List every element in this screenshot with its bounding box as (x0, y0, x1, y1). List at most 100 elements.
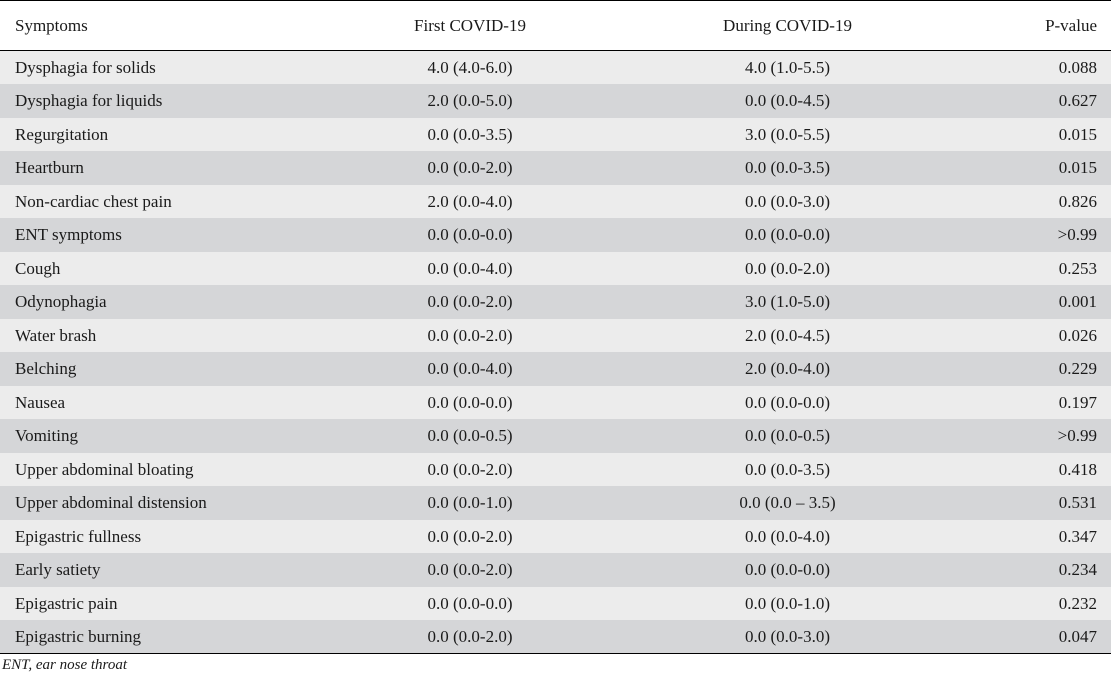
symptoms-table-container: Symptoms First COVID-19 During COVID-19 … (0, 0, 1111, 654)
table-row: Belching 0.0 (0.0-4.0) 2.0 (0.0-4.0) 0.229 (0, 352, 1111, 386)
cell-p-value: 0.015 (1058, 124, 1097, 144)
table-row: Epigastric pain 0.0 (0.0-0.0) 0.0 (0.0-1.0… (0, 586, 1111, 620)
cell-during-covid: 0.0 (0.0-2.0) (745, 258, 830, 278)
cell-symptom: Non-cardiac chest pain (15, 191, 172, 211)
cell-p-value: 0.015 (1058, 158, 1097, 178)
table-row: Dysphagia for liquids 2.0 (0.0-5.0) 0.0 (0… (0, 84, 1111, 118)
cell-p-value: 0.531 (1058, 493, 1097, 513)
cell-p-value: 0.088 (1058, 58, 1097, 77)
cell-during-covid: 0.0 (0.0-3.0) (745, 191, 830, 211)
cell-during-covid: 0.0 (0.0-3.5) (745, 158, 830, 178)
symptoms-table: Symptoms First COVID-19 During COVID-19 … (0, 0, 1111, 654)
header-first-covid: First COVID-19 (310, 0, 630, 51)
cell-during-covid: 0.0 (0.0-4.5) (745, 91, 830, 111)
cell-first-covid: 0.0 (0.0-0.0) (427, 225, 513, 245)
cell-p-value: 0.026 (1058, 325, 1097, 345)
table-row: Odynophagia 0.0 (0.0-2.0) 3.0 (1.0-5.0) 0.0… (0, 285, 1111, 319)
table-row: Regurgitation 0.0 (0.0-3.5) 3.0 (0.0-5.5) 0… (0, 117, 1111, 151)
cell-symptom: Upper abdominal bloating (15, 459, 194, 479)
cell-first-covid: 0.0 (0.0-1.0) (427, 493, 513, 513)
cell-during-covid: 0.0 (0.0-1.0) (745, 593, 830, 613)
cell-p-value: 0.826 (1058, 191, 1097, 211)
cell-during-covid: 0.0 (0.0 – 3.5) (739, 493, 836, 513)
table-row: Epigastric fullness 0.0 (0.0-2.0) 0.0 (0.0… (0, 519, 1111, 553)
cell-symptom: Nausea (15, 392, 66, 412)
cell-during-covid: 0.0 (0.0-3.0) (630, 620, 945, 654)
cell-symptom: Heartburn (15, 158, 84, 178)
header-symptoms: Symptoms (0, 0, 310, 51)
cell-first-covid: 0.0 (0.0-0.0) (427, 593, 513, 613)
table-row: Upper abdominal distension 0.0 (0.0-1.0) 0… (0, 486, 1111, 520)
cell-first-covid: 0.0 (0.0-4.0) (427, 359, 513, 379)
cell-p-value: 0.627 (1058, 91, 1097, 111)
cell-symptom: Cough (15, 258, 61, 278)
cell-symptom: Epigastric burning (0, 620, 310, 654)
cell-symptom: Early satiety (15, 560, 101, 580)
cell-symptom: Belching (15, 359, 77, 379)
cell-p-value: 0.232 (1058, 593, 1097, 613)
table-row: Early satiety 0.0 (0.0-2.0) 0.0 (0.0-0.0) 0… (0, 553, 1111, 587)
table-row: Non-cardiac chest pain 2.0 (0.0-4.0) 0.0 (… (0, 184, 1111, 218)
cell-symptom: Upper abdominal distension (15, 493, 207, 513)
cell-first-covid: 2.0 (0.0-4.0) (427, 191, 513, 211)
cell-first-covid: 0.0 (0.0-3.5) (427, 124, 513, 144)
cell-during-covid: 0.0 (0.0-0.0) (745, 392, 830, 412)
cell-p-value: 0.197 (1058, 392, 1097, 412)
table-row: Dysphagia for solids 4.0 (4.0-6.0) 4.0 (1.… (0, 50, 1111, 84)
cell-p-value: 0.253 (1058, 258, 1097, 278)
table-row: Water brash 0.0 (0.0-2.0) 2.0 (0.0-4.5) 0.0… (0, 318, 1111, 352)
table-body: Dysphagia for solids 4.0 (4.0-6.0) 4.0 (1.… (0, 50, 1111, 654)
cell-during-covid: 0.0 (0.0-0.0) (745, 225, 830, 245)
cell-during-covid: 0.0 (0.0-4.0) (745, 526, 830, 546)
cell-first-covid: 0.0 (0.0-2.0) (427, 158, 513, 178)
cell-first-covid: 0.0 (0.0-2.0) (427, 292, 513, 312)
header-row: Symptoms First COVID-19 During COVID-19 … (0, 0, 1111, 51)
cell-p-value: 0.229 (1058, 359, 1097, 379)
cell-during-covid: 0.0 (0.0-0.0) (745, 560, 830, 580)
cell-p-value: 0.001 (1058, 292, 1097, 312)
cell-first-covid: 0.0 (0.0-2.0) (427, 560, 513, 580)
cell-first-covid: 0.0 (0.0-0.0) (427, 392, 513, 412)
table-footnote: ENT, ear nose throat (2, 657, 128, 673)
table-row: ENT symptoms 0.0 (0.0-0.0) 0.0 (0.0-0.0) >0… (0, 218, 1111, 252)
cell-symptom: Epigastric fullness (15, 526, 142, 546)
cell-first-covid: 0.0 (0.0-4.0) (427, 258, 513, 278)
cell-during-covid: 3.0 (0.0-5.5) (745, 124, 830, 144)
cell-first-covid: 0.0 (0.0-0.5) (427, 426, 513, 446)
cell-symptom: ENT symptoms (15, 225, 122, 245)
cell-symptom: Epigastric pain (15, 593, 118, 613)
header-during-covid: During COVID-19 (630, 0, 945, 51)
table-row: Cough 0.0 (0.0-4.0) 0.0 (0.0-2.0) 0.253 (0, 251, 1111, 285)
cell-symptom: Dysphagia for solids (15, 58, 156, 77)
cell-symptom: Regurgitation (15, 124, 109, 144)
table-row: Epigastric burning 0.0 (0.0-2.0) 0.0 (0.0-… (0, 620, 1111, 654)
table-row: Upper abdominal bloating 0.0 (0.0-2.0) 0.0… (0, 452, 1111, 486)
cell-p-value: >0.99 (1057, 225, 1097, 245)
cell-p-value: >0.99 (1057, 426, 1097, 446)
cell-first-covid: 4.0 (4.0-6.0) (427, 58, 513, 77)
cell-during-covid: 4.0 (1.0-5.5) (745, 58, 830, 77)
cell-first-covid: 2.0 (0.0-5.0) (427, 91, 513, 111)
cell-during-covid: 0.0 (0.0-0.5) (745, 426, 830, 446)
table-row: Vomiting 0.0 (0.0-0.5) 0.0 (0.0-0.5) >0.99 (0, 419, 1111, 453)
table-row: Heartburn 0.0 (0.0-2.0) 0.0 (0.0-3.5) 0.015 (0, 151, 1111, 185)
cell-p-value: 0.418 (1058, 459, 1097, 479)
cell-p-value: 0.047 (945, 620, 1111, 654)
cell-symptom: Vomiting (15, 426, 78, 446)
cell-first-covid: 0.0 (0.0-2.0) (427, 526, 513, 546)
header-p-value: P-value (945, 0, 1111, 51)
cell-symptom: Odynophagia (15, 292, 107, 312)
cell-p-value: 0.347 (1058, 526, 1097, 546)
cell-during-covid: 3.0 (1.0-5.0) (745, 292, 830, 312)
cell-first-covid: 0.0 (0.0-2.0) (427, 459, 513, 479)
cell-first-covid: 0.0 (0.0-2.0) (427, 325, 513, 345)
cell-during-covid: 0.0 (0.0-3.5) (745, 459, 830, 479)
table-header: Symptoms First COVID-19 During COVID-19 … (0, 0, 1111, 51)
cell-during-covid: 2.0 (0.0-4.0) (745, 359, 830, 379)
cell-p-value: 0.234 (1058, 560, 1097, 580)
table-row: Nausea 0.0 (0.0-0.0) 0.0 (0.0-0.0) 0.197 (0, 385, 1111, 419)
cell-symptom: Water brash (15, 325, 97, 345)
cell-symptom: Dysphagia for liquids (15, 91, 163, 111)
cell-first-covid: 0.0 (0.0-2.0) (310, 620, 630, 654)
cell-during-covid: 2.0 (0.0-4.5) (745, 325, 830, 345)
